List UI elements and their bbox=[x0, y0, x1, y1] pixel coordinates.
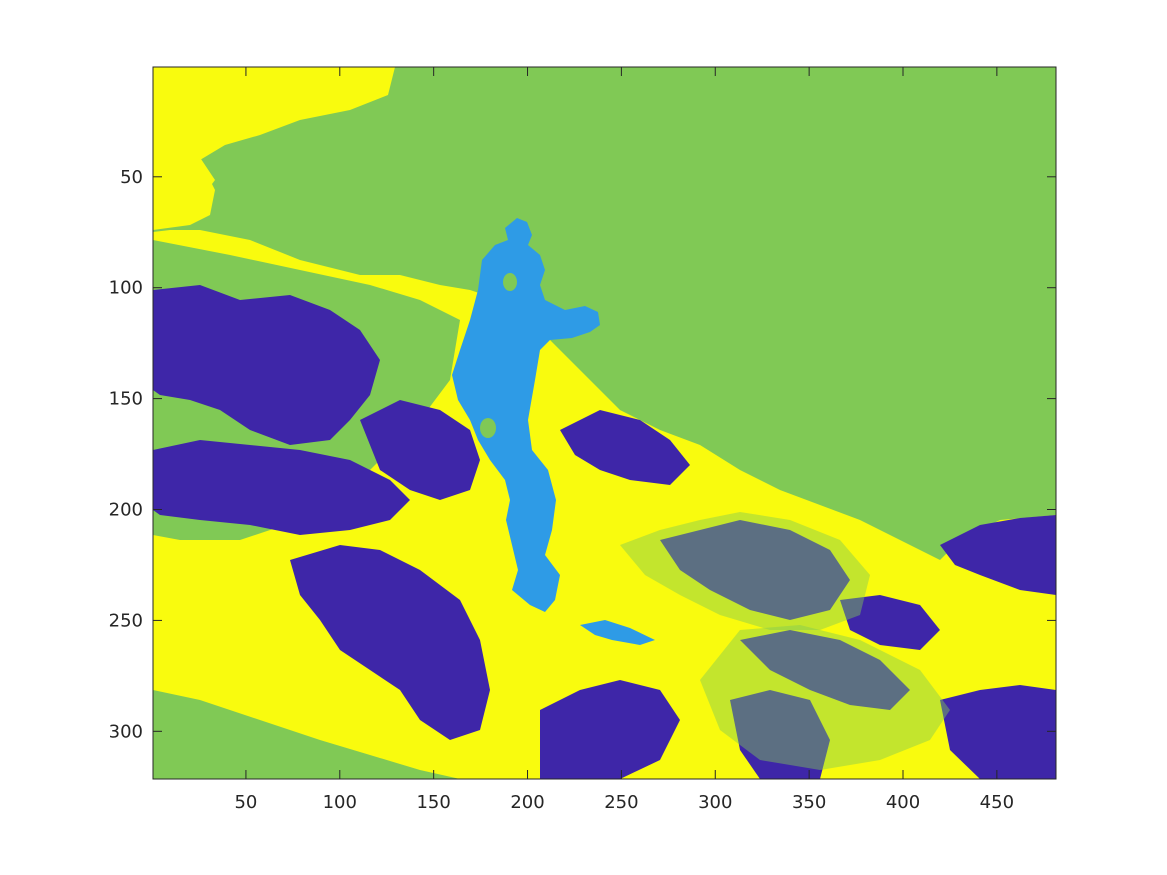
axes-box bbox=[152, 66, 1057, 780]
cluster-darkblue-right-4 bbox=[940, 685, 1056, 779]
y-tick-label: 300 bbox=[109, 721, 143, 742]
x-tick-label: 100 bbox=[323, 792, 357, 813]
x-tick-label: 350 bbox=[792, 792, 826, 813]
y-tick-label: 100 bbox=[109, 278, 143, 299]
cluster-darkblue-left-1 bbox=[153, 285, 380, 445]
y-ticks: 50 100 150 200 250 300 bbox=[109, 167, 1056, 742]
x-tick-label: 50 bbox=[234, 792, 257, 813]
cluster-darkblue-bottom-2 bbox=[730, 690, 830, 779]
cluster-darkblue-right-3 bbox=[740, 630, 910, 710]
cluster-green-right-2 bbox=[700, 625, 950, 770]
cluster-yellow-corner bbox=[153, 67, 395, 230]
x-ticks: 50 100 150 200 250 300 350 400 450 bbox=[234, 67, 1014, 813]
y-tick-label: 200 bbox=[109, 500, 143, 521]
x-tick-label: 450 bbox=[980, 792, 1014, 813]
cluster-green-right-1 bbox=[620, 512, 870, 630]
cluster-lightblue-ski bbox=[580, 620, 655, 645]
y-tick-label: 250 bbox=[109, 610, 143, 631]
cluster-darkblue-right-1 bbox=[660, 520, 850, 620]
plot-area: 50 100 150 200 250 300 350 400 450 50 100 150 200 25… bbox=[109, 66, 1057, 813]
cluster-lightblue-skier bbox=[452, 218, 600, 612]
cluster-darkblue-mid-2 bbox=[840, 595, 940, 650]
cluster-green-lower-left bbox=[153, 690, 460, 779]
cluster-darkblue-right-2 bbox=[940, 515, 1056, 595]
x-tick-label: 150 bbox=[416, 792, 450, 813]
cluster-green-detail-2 bbox=[480, 418, 496, 438]
x-tick-label: 400 bbox=[886, 792, 920, 813]
y-tick-label: 150 bbox=[109, 389, 143, 410]
cluster-green-detail-1 bbox=[503, 273, 517, 291]
cluster-darkblue-mid-1 bbox=[560, 410, 690, 485]
cluster-darkblue-left-2 bbox=[153, 440, 410, 535]
cluster-green-sky bbox=[153, 67, 1056, 560]
cluster-darkblue-left-3 bbox=[290, 545, 490, 740]
cluster-image bbox=[153, 67, 1056, 779]
x-tick-label: 250 bbox=[604, 792, 638, 813]
x-tick-label: 300 bbox=[698, 792, 732, 813]
y-tick-label: 50 bbox=[120, 167, 143, 188]
cluster-darkblue-bottom-1 bbox=[540, 680, 680, 779]
x-tick-label: 200 bbox=[510, 792, 544, 813]
cluster-darkblue-left-4 bbox=[360, 400, 480, 500]
